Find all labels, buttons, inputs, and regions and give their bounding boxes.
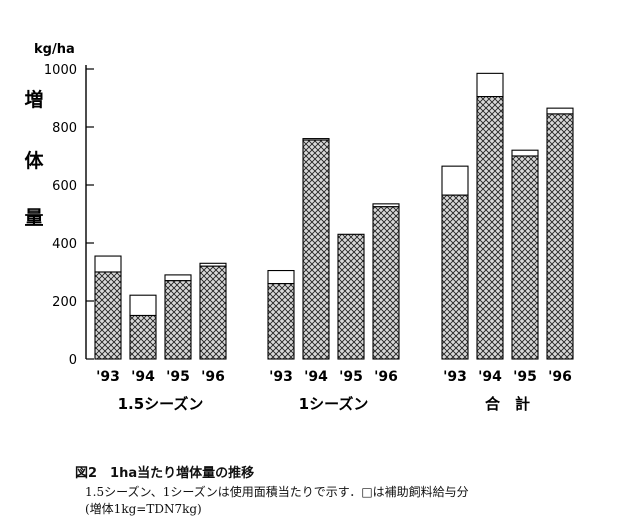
group-label: 1シーズン [299, 395, 369, 413]
y-tick-label: 400 [52, 237, 77, 252]
bar-main [94, 271, 122, 360]
bar-main [129, 314, 157, 360]
x-tick-label: '94 [304, 369, 328, 385]
x-tick-label: '96 [201, 369, 225, 385]
bar-main [337, 233, 365, 360]
bar-main [511, 155, 539, 360]
bar-supplement [441, 165, 469, 196]
bar-supplement [511, 149, 539, 157]
y-tick-label: 800 [52, 121, 77, 136]
x-tick-label: '93 [269, 369, 293, 385]
x-tick-label: '95 [513, 369, 537, 385]
bar-main [199, 265, 227, 360]
x-tick-label: '95 [339, 369, 363, 385]
x-tick-label: '93 [96, 369, 120, 385]
bar-supplement [164, 274, 192, 282]
y-tick-label: 0 [69, 353, 77, 368]
y-axis-label-char: 増 [24, 88, 43, 111]
y-tick-label: 1000 [44, 63, 77, 78]
y-tick-label: 200 [52, 295, 77, 310]
y-axis-label-char: 体 [24, 149, 44, 172]
caption-note: 1.5シーズン、1シーズンは使用面積当たりで示す．□は補助飼料給与分 [85, 485, 469, 499]
bar-main [164, 280, 192, 360]
x-tick-label: '95 [166, 369, 190, 385]
y-axis-label-char: 量 [24, 207, 43, 229]
x-tick-label: '96 [548, 369, 572, 385]
bar-main [476, 96, 504, 360]
bar-main [372, 206, 400, 360]
bar-supplement [129, 294, 157, 317]
bar-main [302, 139, 330, 360]
x-tick-label: '94 [478, 369, 502, 385]
y-tick-label: 600 [52, 179, 77, 194]
bar-supplement [476, 72, 504, 98]
x-tick-label: '94 [131, 369, 155, 385]
bar-main [546, 113, 574, 360]
y-unit-label: kg/ha [34, 42, 75, 57]
group-label: 1.5シーズン [118, 395, 204, 413]
bar-chart-svg: 0 200 400 600 800 1000 kg/ha 増体量 '93 '94 '95 '96 1.5… [24, 42, 574, 413]
bar-supplement [546, 107, 574, 115]
bar-main [441, 194, 469, 360]
x-tick-label: '93 [443, 369, 467, 385]
caption-title: 図2 1ha当たり増体量の推移 [75, 466, 255, 481]
caption-conversion: (増体1kg=TDN7kg) [85, 502, 202, 516]
chart: 0 200 400 600 800 1000 kg/ha 増体量 '93 '94 '95 '96 1.5… [24, 42, 574, 413]
figure-caption: 図2 1ha当たり増体量の推移 1.5シーズン、1シーズンは使用面積当たりで示す… [75, 462, 615, 518]
bar-supplement [94, 255, 122, 273]
bar-supplement [267, 269, 295, 285]
bar-main [267, 283, 295, 360]
x-tick-label: '96 [374, 369, 398, 385]
group-label: 合 計 [484, 395, 530, 413]
